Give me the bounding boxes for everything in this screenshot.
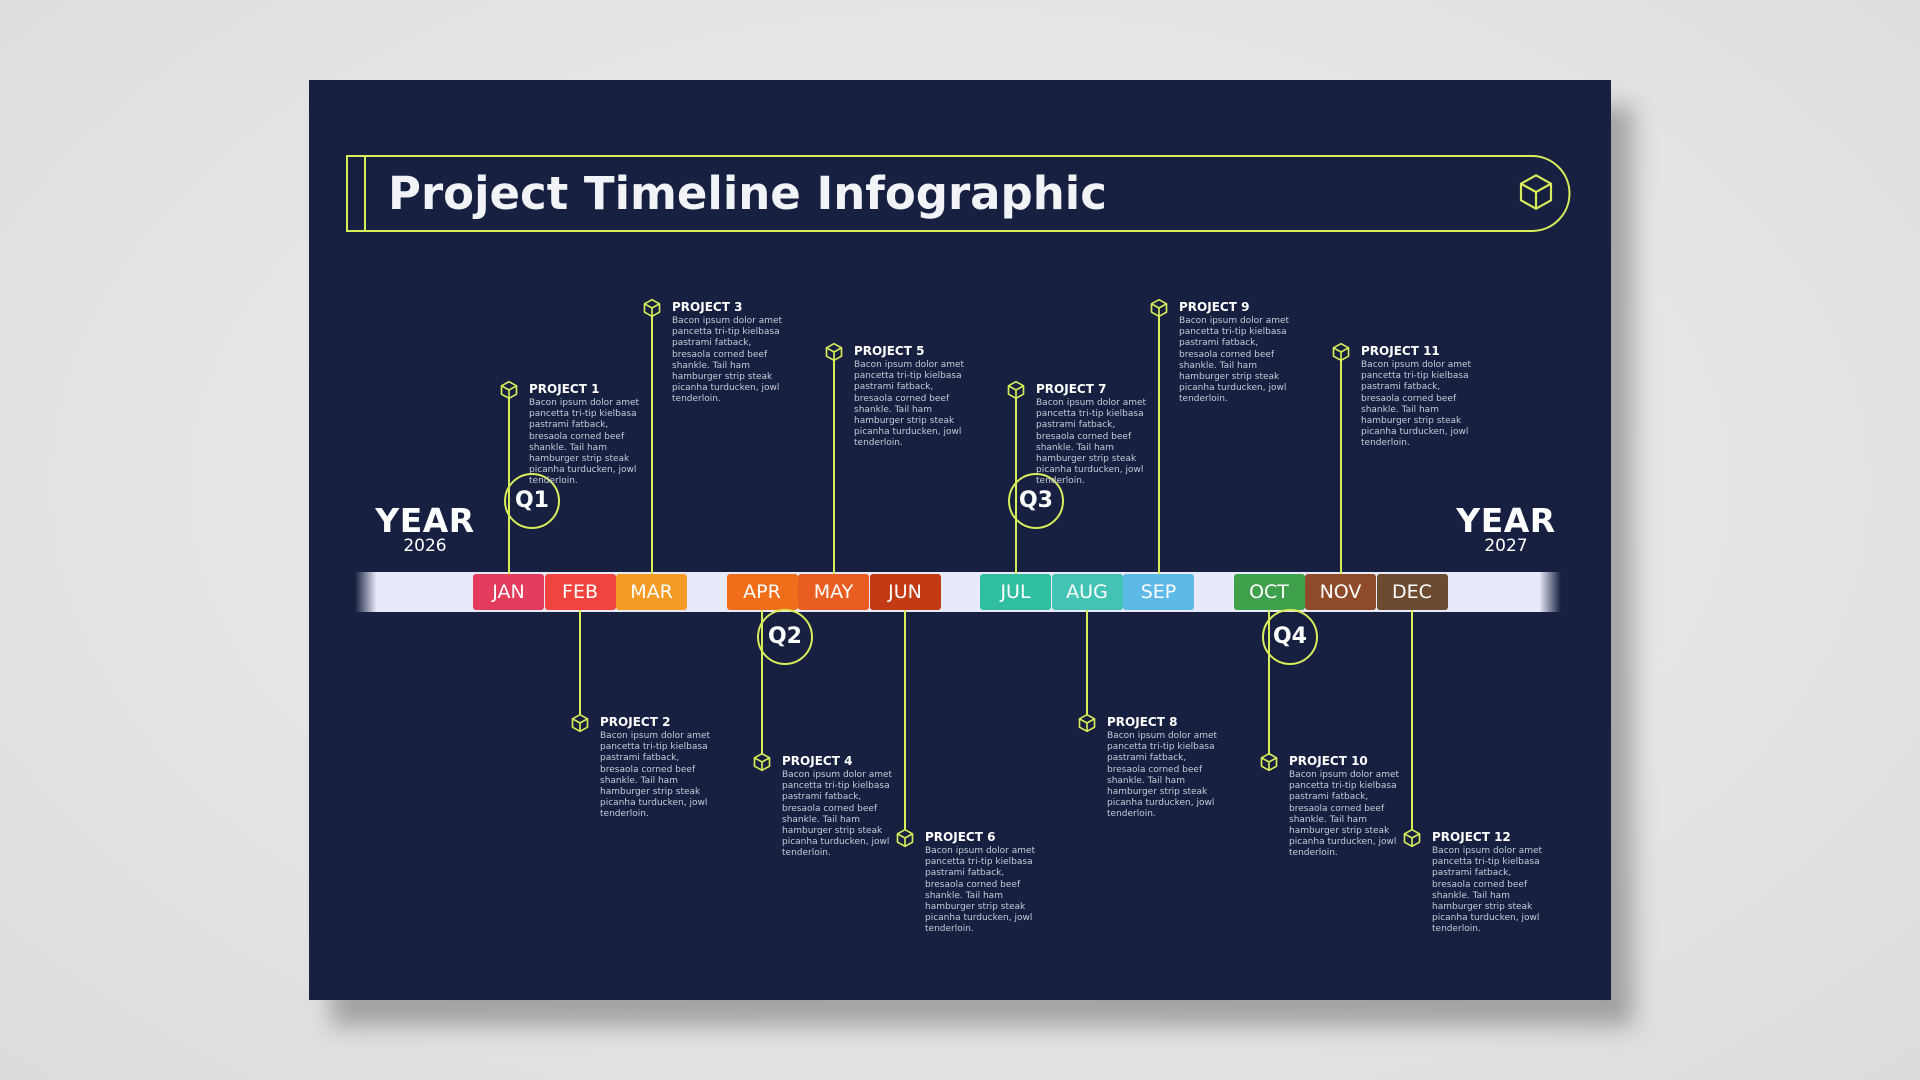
- month-apr: APR: [726, 574, 798, 610]
- cube-icon: [642, 298, 662, 318]
- project-description: Bacon ipsum dolor amet pancetta tri-tip …: [529, 398, 640, 487]
- year-end-label: YEAR: [1456, 501, 1556, 540]
- project-title: PROJECT 1: [529, 382, 600, 396]
- cube-icon: [895, 828, 915, 848]
- project-title: PROJECT 8: [1107, 715, 1178, 729]
- year-start: YEAR 2026: [355, 504, 495, 556]
- project-title: PROJECT 2: [600, 715, 671, 729]
- project-connector: [904, 610, 906, 830]
- year-start-label: YEAR: [375, 501, 475, 540]
- project-title: PROJECT 3: [672, 300, 743, 314]
- cube-icon: [752, 752, 772, 772]
- project-description: Bacon ipsum dolor amet pancetta tri-tip …: [672, 316, 783, 405]
- project-connector: [579, 610, 581, 715]
- month-feb: FEB: [544, 574, 616, 610]
- month-jul: JUL: [980, 574, 1051, 610]
- project-connector: [1268, 610, 1270, 754]
- month-may: MAY: [798, 574, 869, 610]
- month-mar: MAR: [616, 574, 687, 610]
- project-title: PROJECT 12: [1432, 830, 1511, 844]
- year-end: YEAR 2027: [1436, 504, 1576, 556]
- cube-icon: [1331, 342, 1351, 362]
- project-description: Bacon ipsum dolor amet pancetta tri-tip …: [782, 770, 893, 859]
- project-connector: [1015, 398, 1017, 574]
- page-title: Project Timeline Infographic: [388, 167, 1107, 220]
- project-description: Bacon ipsum dolor amet pancetta tri-tip …: [925, 846, 1036, 935]
- cube-icon: [1006, 380, 1026, 400]
- project-connector: [833, 360, 835, 574]
- cube-icon: [1519, 174, 1553, 210]
- month-aug: AUG: [1051, 574, 1123, 610]
- month-oct: OCT: [1233, 574, 1305, 610]
- project-description: Bacon ipsum dolor amet pancetta tri-tip …: [854, 360, 965, 449]
- project-connector: [761, 610, 763, 754]
- project-description: Bacon ipsum dolor amet pancetta tri-tip …: [600, 731, 711, 820]
- project-connector: [1158, 316, 1160, 574]
- quarter-q4: Q4: [1262, 609, 1318, 665]
- project-title: PROJECT 6: [925, 830, 996, 844]
- year-start-value: 2026: [403, 536, 447, 556]
- cube-icon: [1402, 828, 1422, 848]
- month-jun: JUN: [869, 574, 941, 610]
- project-description: Bacon ipsum dolor amet pancetta tri-tip …: [1289, 770, 1400, 859]
- infographic-card: Project Timeline Infographic YEAR 2026 Y…: [309, 80, 1611, 1000]
- quarter-q1: Q1: [504, 473, 560, 529]
- project-title: PROJECT 4: [782, 754, 853, 768]
- project-description: Bacon ipsum dolor amet pancetta tri-tip …: [1107, 731, 1218, 820]
- project-title: PROJECT 11: [1361, 344, 1440, 358]
- cube-icon: [1149, 298, 1169, 318]
- month-dec: DEC: [1376, 574, 1448, 610]
- month-sep: SEP: [1123, 574, 1194, 610]
- project-title: PROJECT 10: [1289, 754, 1368, 768]
- project-title: PROJECT 5: [854, 344, 925, 358]
- cube-icon: [499, 380, 519, 400]
- project-connector: [508, 398, 510, 574]
- project-description: Bacon ipsum dolor amet pancetta tri-tip …: [1432, 846, 1543, 935]
- project-description: Bacon ipsum dolor amet pancetta tri-tip …: [1179, 316, 1290, 405]
- project-connector: [1411, 610, 1413, 830]
- project-description: Bacon ipsum dolor amet pancetta tri-tip …: [1036, 398, 1147, 487]
- project-title: PROJECT 7: [1036, 382, 1107, 396]
- cube-icon: [1259, 752, 1279, 772]
- title-frame: [346, 155, 1571, 232]
- month-jan: JAN: [473, 574, 544, 610]
- project-connector: [651, 316, 653, 574]
- month-nov: NOV: [1305, 574, 1376, 610]
- project-connector: [1340, 360, 1342, 574]
- project-description: Bacon ipsum dolor amet pancetta tri-tip …: [1361, 360, 1472, 449]
- project-connector: [1086, 610, 1088, 715]
- quarter-q3: Q3: [1008, 473, 1064, 529]
- quarter-q2: Q2: [757, 609, 813, 665]
- year-end-value: 2027: [1484, 536, 1528, 556]
- project-title: PROJECT 9: [1179, 300, 1250, 314]
- cube-icon: [824, 342, 844, 362]
- cube-icon: [570, 713, 590, 733]
- cube-icon: [1077, 713, 1097, 733]
